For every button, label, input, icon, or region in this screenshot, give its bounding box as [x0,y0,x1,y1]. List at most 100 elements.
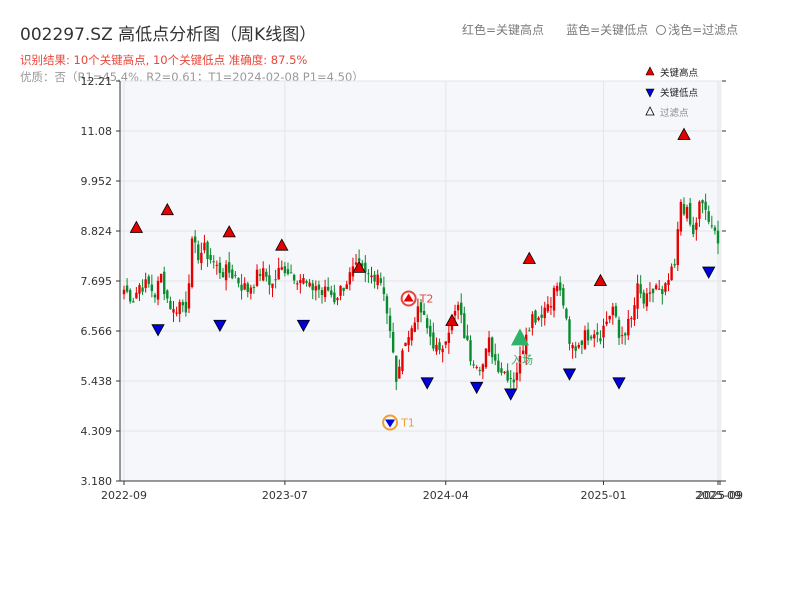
key-high-marker [275,238,289,251]
candle-body [490,337,494,358]
candle-body [419,302,423,313]
candle-body [531,314,534,329]
candle-body [339,285,342,296]
candle-body [515,372,519,381]
candle-body [633,305,636,320]
candle-body [311,283,314,291]
candle-body [153,294,157,298]
candle-body [500,368,503,373]
candle-body [537,317,540,320]
candle-body [308,282,311,287]
candle-body [404,342,407,347]
candle-body [670,266,673,281]
key-low-marker [213,319,227,333]
candle-body [357,258,361,261]
candle-body [326,286,330,291]
candle-body [565,308,568,319]
candle-body [664,283,667,292]
candle-body [320,290,324,296]
candle-body [478,369,481,371]
candle-body [209,254,212,260]
candle-body [277,267,280,280]
x-tick-label: 2025-09 [697,489,743,502]
key-high-marker [352,260,366,273]
t1-label: T1 [400,417,415,430]
candle-body [138,285,141,294]
candle-body [497,360,500,372]
candle-body [382,287,386,295]
candle-body [172,309,175,313]
legend-low-marker [645,88,655,98]
candle-body [506,370,509,381]
key-low-marker [296,319,311,333]
key-high-marker [593,273,608,287]
candle-body [413,322,417,332]
candle-body [456,304,460,311]
key-low-marker [470,381,484,395]
candle-body [571,345,574,349]
candle-body [395,355,398,382]
x-tick-label: 2024-04 [423,489,469,502]
candle-body [193,236,197,243]
candle-body [342,287,345,291]
candle-body [562,288,565,306]
candle-body [463,313,466,339]
key-high-marker [129,220,144,233]
candle-body [166,290,169,299]
candle-body [237,277,240,284]
candle-body [218,262,222,274]
candle-body [163,271,166,294]
candle-body [534,310,537,323]
candle-body [676,229,679,266]
candle-body [249,287,253,294]
candle-body [586,329,590,341]
candle-body [620,335,624,337]
candles [122,193,720,391]
candle-body [710,225,714,227]
candle-body [444,341,447,345]
candle-body [589,336,593,339]
candle-body [289,272,293,274]
candle-body [268,275,271,285]
candle-body [407,337,410,346]
candle-body [361,263,364,267]
candle-body [262,268,265,281]
legend-high-marker [645,66,655,76]
candle-body [125,285,129,292]
candle-body [617,319,621,338]
candle-body [246,283,249,292]
candle-body [583,330,587,349]
candle-body [345,284,348,289]
candle-body [333,292,336,303]
candle-body [299,279,302,284]
candle-body [314,286,318,291]
t1-circle [382,414,399,431]
candle-body [466,335,469,340]
legend-entry-label: 关键低点 [660,87,699,99]
key-low-marker [702,266,716,279]
candle-body [398,366,401,379]
candle-body [472,364,475,366]
x-tick-label: 2025-09 [695,489,741,502]
candle-body [351,266,355,277]
candle-body [639,284,642,294]
candle-body [385,296,389,314]
candle-body [518,356,522,374]
candle-body [376,274,379,286]
candle-body [391,331,395,353]
candle-body [599,338,602,342]
candle-body [175,312,178,314]
candle-body [469,340,472,362]
candle-body [122,289,126,295]
key-high-marker [522,251,536,264]
y-tick-label: 7.695 [81,275,113,288]
candle-body [441,348,444,353]
candle-body [169,300,172,310]
candle-body [521,350,525,355]
candle-body [481,364,485,372]
candle-body [330,290,333,296]
candle-body [713,227,717,231]
candle-body [416,306,420,323]
candle-body [203,242,206,251]
y-tick-label: 8.824 [81,225,113,238]
